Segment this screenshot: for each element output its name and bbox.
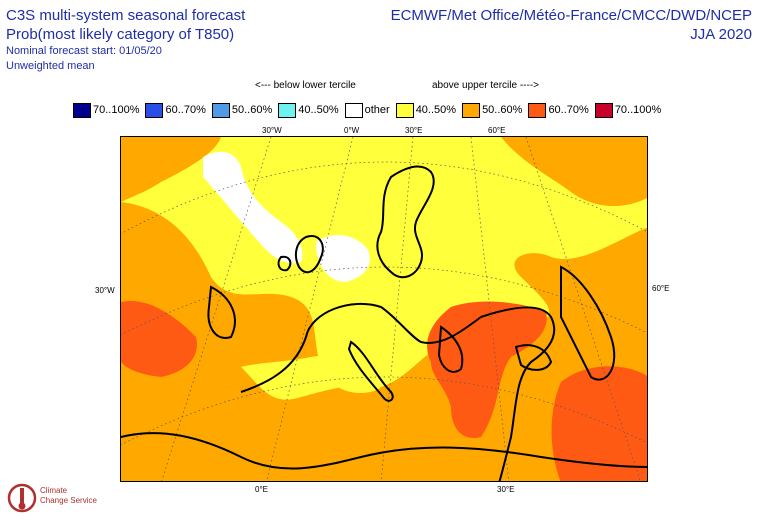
legend-item: 40..50% xyxy=(278,102,339,118)
map-region-orange-3 xyxy=(121,137,221,202)
weighting-label: Unweighted mean xyxy=(6,60,95,72)
legend-swatch xyxy=(594,102,613,118)
map-region-orange-4 xyxy=(501,137,647,207)
legend-label: 40..50% xyxy=(415,104,457,116)
forecast-variable: Prob(most likely category of T850) xyxy=(6,26,235,43)
map-region-red-3 xyxy=(551,366,647,481)
logo-line-1: Climate xyxy=(40,486,68,495)
above-tercile-label: above upper tercile ----> xyxy=(432,80,539,91)
top-label-60e: 60°E xyxy=(488,126,506,135)
coastlines xyxy=(121,165,647,481)
legend-item: 60..70% xyxy=(528,102,589,118)
map-region-yellow-2 xyxy=(241,356,371,400)
legend-label: 70..100% xyxy=(93,104,140,116)
legend-swatch xyxy=(344,102,363,118)
legend-label: 60..70% xyxy=(165,104,206,116)
right-label-60e: 60°E xyxy=(652,284,670,293)
top-label-0w: 0°W xyxy=(344,126,360,135)
bottom-label-0e: 0°E xyxy=(255,485,268,494)
legend-item: 40..50% xyxy=(395,102,457,118)
map-region-red-1 xyxy=(427,301,547,438)
below-tercile-label: <--- below lower tercile xyxy=(255,80,356,91)
top-label-30w: 30°W xyxy=(262,126,282,135)
centres-label: ECMWF/Met Office/Météo-France/CMCC/DWD/N… xyxy=(390,7,752,24)
legend-label: 70..100% xyxy=(614,104,662,116)
legend-item: other xyxy=(344,102,390,118)
map-region-red-2 xyxy=(121,301,197,377)
legend-swatch xyxy=(395,102,414,118)
map-canvas xyxy=(121,137,647,481)
legend-label: 50..60% xyxy=(482,104,523,116)
top-label-30e: 30°E xyxy=(405,126,423,135)
legend-swatch xyxy=(528,102,547,118)
season-label: JJA 2020 xyxy=(690,26,752,43)
legend-label: 60..70% xyxy=(548,104,589,116)
legend-label: 40..50% xyxy=(298,104,339,116)
title-block: C3S multi-system seasonal forecast Prob(… xyxy=(6,6,245,74)
probability-map xyxy=(120,136,648,482)
legend: 70..100% 60..70% 50..60% 40..50% other 40..50… xyxy=(73,101,667,119)
legend-swatch xyxy=(211,102,230,118)
left-label-30w: 30°W xyxy=(95,286,115,295)
legend-label: 50..60% xyxy=(231,104,273,116)
logo-line-2: Change Service xyxy=(40,496,97,505)
legend-swatch xyxy=(278,102,297,118)
title-right-block: ECMWF/Met Office/Météo-France/CMCC/DWD/N… xyxy=(391,6,752,44)
copernicus-logo xyxy=(7,483,37,513)
legend-swatch xyxy=(462,102,481,118)
graticule xyxy=(121,137,647,481)
nominal-start: Nominal forecast start: 01/05/20 xyxy=(6,45,162,57)
legend-swatch xyxy=(73,102,91,118)
legend-item: 70..100% xyxy=(73,102,140,118)
legend-label: other xyxy=(364,104,390,116)
legend-item: 60..70% xyxy=(145,102,206,118)
map-region-white-2 xyxy=(316,235,370,282)
legend-swatch xyxy=(145,102,164,118)
legend-item: 70..100% xyxy=(594,102,662,118)
bottom-label-30e: 30°E xyxy=(497,485,515,494)
legend-item: 50..60% xyxy=(462,102,523,118)
forecast-title: C3S multi-system seasonal forecast xyxy=(6,7,246,24)
map-region-white xyxy=(203,151,303,264)
legend-item: 50..60% xyxy=(211,102,273,118)
logo-text: Climate Change Service xyxy=(40,486,97,506)
